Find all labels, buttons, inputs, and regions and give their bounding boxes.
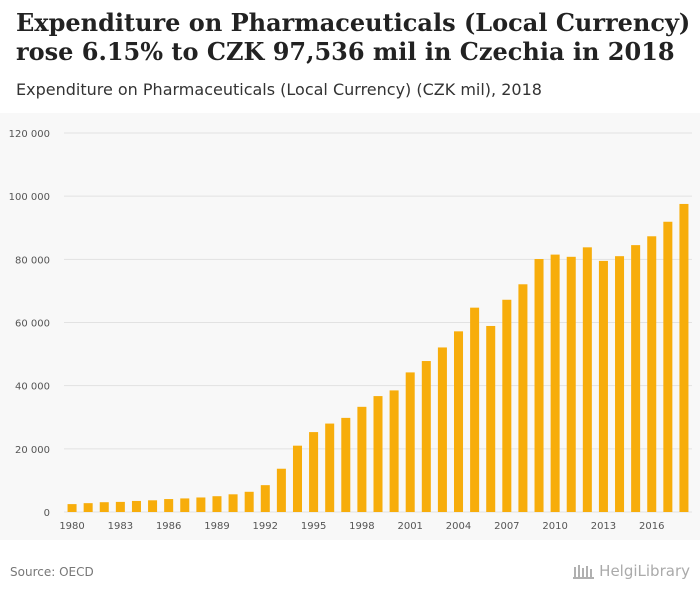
bar-1991[interactable] [244, 491, 254, 512]
x-tick-label: 2016 [639, 521, 664, 532]
y-tick-label: 20 000 [15, 445, 50, 456]
bar-2009[interactable] [534, 259, 544, 512]
bar-2002[interactable] [421, 361, 431, 512]
chart-subtitle: Expenditure on Pharmaceuticals (Local Cu… [16, 80, 542, 99]
x-tick-label: 1992 [253, 521, 278, 532]
x-tick-label: 2010 [542, 521, 567, 532]
bar-1982[interactable] [99, 502, 109, 512]
library-icon [573, 565, 595, 579]
bar-1980[interactable] [67, 504, 77, 512]
bar-1996[interactable] [325, 423, 335, 512]
x-tick-label: 1986 [156, 521, 181, 532]
bar-2012[interactable] [582, 247, 592, 512]
bar-2005[interactable] [470, 307, 480, 512]
bar-2010[interactable] [550, 254, 560, 513]
bar-1993[interactable] [276, 468, 286, 512]
bar-2016[interactable] [647, 236, 657, 512]
x-tick-label: 1980 [59, 521, 84, 532]
x-tick-label: 1989 [204, 521, 229, 532]
bar-2014[interactable] [615, 256, 625, 512]
bar-1985[interactable] [148, 500, 158, 512]
bar-1997[interactable] [341, 417, 351, 512]
bar-1988[interactable] [196, 497, 206, 512]
source-note: Source: OECD [10, 565, 94, 579]
bar-1987[interactable] [180, 498, 190, 512]
bar-2015[interactable] [631, 245, 641, 512]
x-tick-label: 2001 [397, 521, 422, 532]
page-title: Expenditure on Pharmaceuticals (Local Cu… [16, 8, 691, 66]
bar-2013[interactable] [598, 260, 608, 512]
y-tick-label: 40 000 [15, 382, 50, 393]
bar-1986[interactable] [164, 499, 174, 512]
x-tick-label: 2004 [446, 521, 471, 532]
bar-2011[interactable] [566, 256, 576, 512]
x-tick-label: 2013 [591, 521, 616, 532]
bar-1981[interactable] [83, 503, 93, 512]
chart-area: 0 20 000 40 000 60 000 80 000 100 000 120 000 1… [0, 113, 700, 540]
x-tick-label: 1998 [349, 521, 374, 532]
x-tick-label: 2007 [494, 521, 519, 532]
bar-1984[interactable] [131, 500, 141, 512]
bar-1983[interactable] [115, 501, 125, 512]
bar-2003[interactable] [437, 347, 447, 512]
bar-1990[interactable] [228, 494, 238, 512]
bar-2000[interactable] [389, 390, 399, 512]
x-tick-label: 1995 [301, 521, 326, 532]
bar-1999[interactable] [373, 396, 383, 512]
bar-2001[interactable] [405, 372, 415, 512]
bar-2007[interactable] [502, 299, 512, 512]
bar-1998[interactable] [357, 406, 367, 512]
bar-2006[interactable] [486, 325, 496, 512]
y-tick-label: 80 000 [15, 255, 50, 266]
y-tick-label: 100 000 [9, 192, 50, 203]
y-tick-label: 0 [44, 508, 50, 519]
bar-2008[interactable] [518, 284, 528, 512]
y-tick-label: 120 000 [9, 129, 50, 140]
brand-name: HelgiLibrary [599, 562, 690, 580]
y-tick-label: 60 000 [15, 319, 50, 330]
bar-1994[interactable] [292, 445, 302, 512]
bar-1995[interactable] [309, 432, 319, 512]
bar-chart: 0 20 000 40 000 60 000 80 000 100 000 120 000 1… [9, 129, 692, 532]
bar-2018[interactable] [679, 203, 689, 512]
bar-1989[interactable] [212, 496, 222, 512]
x-tick-label: 1983 [108, 521, 133, 532]
bar-1992[interactable] [260, 485, 270, 512]
bar-2017[interactable] [663, 221, 673, 512]
brand-logo[interactable]: HelgiLibrary [573, 562, 690, 580]
bar-2004[interactable] [454, 331, 464, 512]
